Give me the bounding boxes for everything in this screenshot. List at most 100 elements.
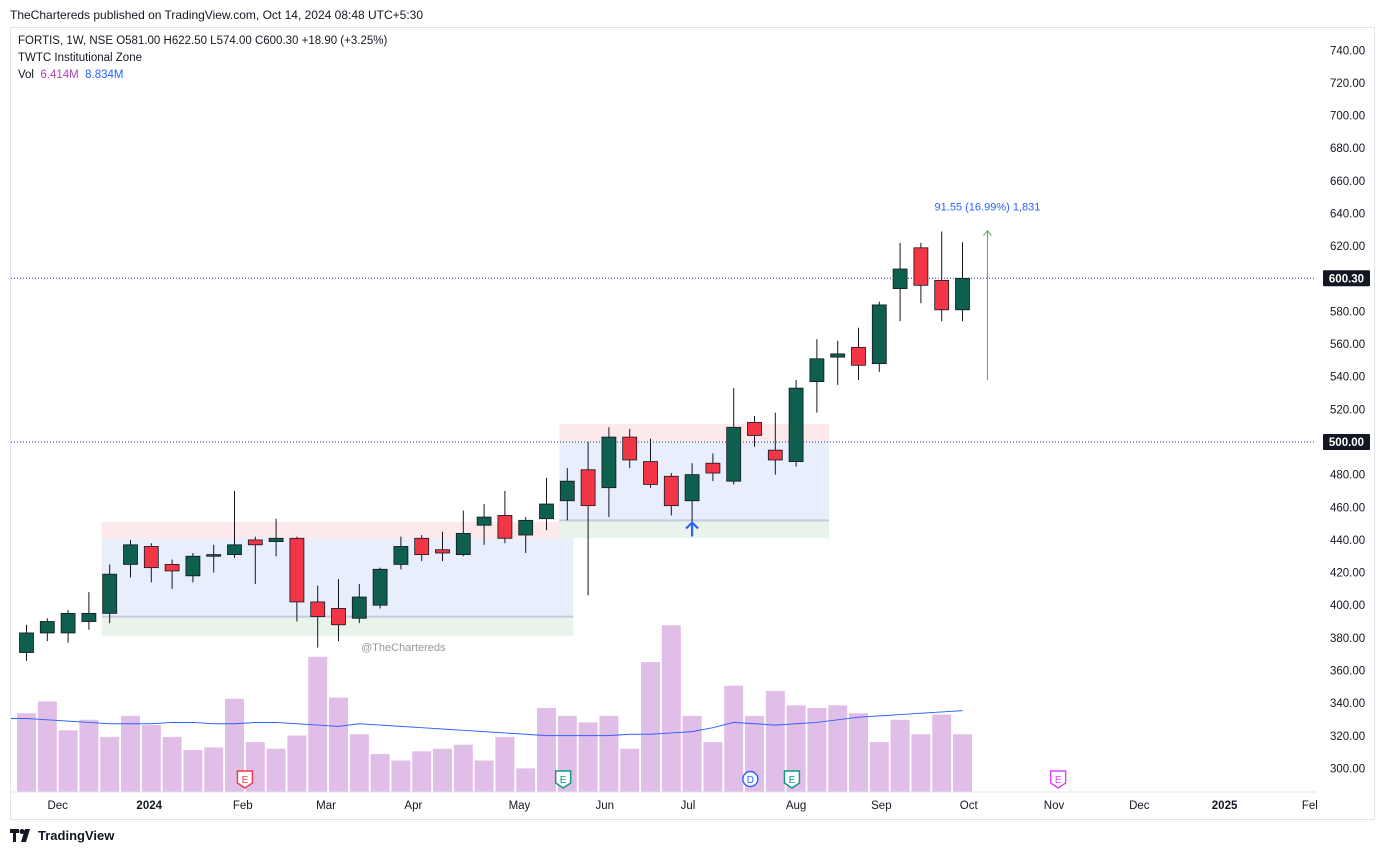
volume-bar: [807, 708, 827, 792]
candle-body: [435, 549, 450, 554]
earnings-icon: [236, 770, 254, 789]
candle-body: [185, 555, 201, 577]
earnings-icon: [554, 770, 572, 789]
volume-bar: [308, 656, 328, 792]
candle-body: [414, 537, 430, 556]
volume-ma: [11, 710, 963, 737]
legend-symbol[interactable]: FORTIS, 1W, NSE O581.00 H622.50 L574.00 …: [18, 35, 388, 47]
volume-bar: [370, 753, 390, 792]
measure-arrowhead: [983, 229, 992, 236]
supply-zone-1: [559, 424, 830, 442]
legend-volume[interactable]: Vol 6.414M 8.834M: [18, 69, 124, 81]
volume-bar: [412, 751, 432, 792]
measure-tool[interactable]: 91.55 (16.99%) 1,831: [935, 202, 1041, 380]
volume-bar: [641, 662, 660, 792]
demand-zone-0: [101, 616, 574, 637]
candle-body: [19, 632, 34, 653]
y-tick-label: 660.00: [1330, 176, 1365, 188]
x-tick-label: Dec: [1129, 800, 1150, 812]
event-marker-e[interactable]: E: [236, 770, 254, 789]
volume-bar: [890, 719, 910, 792]
tradingview-logo-icon: [10, 829, 30, 842]
x-tick-label: Oct: [960, 800, 979, 812]
volume-bar: [661, 625, 681, 792]
candle-body: [310, 601, 326, 618]
candle-body: [851, 346, 866, 366]
x-tick-label: Jun: [595, 800, 614, 812]
volume-bar: [17, 713, 36, 792]
footer-brand-label: TradingView: [38, 828, 115, 843]
volume-bar: [724, 685, 744, 792]
volume-bar: [599, 715, 619, 792]
volume-bar: [620, 748, 640, 792]
volume-bar: [474, 760, 494, 792]
event-letter: E: [1055, 775, 1062, 786]
candle-body: [539, 503, 554, 520]
candle-body: [476, 516, 492, 526]
axes: 300.00 320.00 340.00 360.00 380.00 400.00 420.…: [11, 45, 1370, 812]
volume-bar: [578, 722, 598, 792]
volume-bar: [204, 747, 224, 792]
volume-bar: [932, 714, 952, 792]
candle-body: [206, 554, 222, 557]
footer-brand[interactable]: TradingView: [10, 828, 114, 843]
y-tick-label: 340.00: [1330, 698, 1365, 710]
buy-signal-arrow: [685, 520, 699, 537]
volume-bar: [183, 750, 203, 792]
dividend-icon: [742, 770, 759, 788]
volume-bar: [121, 715, 140, 792]
legend-volume-value: 6.414M: [40, 69, 79, 81]
volume-bars: [17, 625, 972, 792]
watermark: @TheChartereds: [361, 642, 446, 654]
y-tick-label: 540.00: [1330, 372, 1365, 384]
candle-body: [60, 612, 76, 634]
candle-body: [747, 422, 762, 436]
y-tick-label: 560.00: [1330, 339, 1365, 351]
candle-body: [580, 469, 596, 507]
event-marker-e[interactable]: E: [1049, 770, 1067, 789]
y-tick-label: 580.00: [1330, 306, 1365, 318]
candle-body: [497, 515, 513, 539]
candle-body: [809, 358, 825, 383]
candle-body: [81, 612, 97, 622]
candle-body: [372, 568, 388, 606]
candle-body: [331, 608, 346, 626]
candle-body: [39, 621, 55, 634]
candlesticks: [19, 231, 970, 661]
volume-bar: [765, 690, 785, 792]
x-tick-label: May: [509, 800, 531, 812]
volume-bar: [391, 760, 411, 792]
event-letter: E: [560, 775, 567, 786]
event-marker-d[interactable]: D: [742, 770, 759, 788]
candle-body: [143, 546, 159, 569]
x-tick-label: Sep: [871, 800, 891, 812]
legend-indicator[interactable]: TWTC Institutional Zone: [18, 52, 142, 64]
price-tag-label: 600.30: [1329, 273, 1364, 285]
event-letter: E: [789, 775, 796, 786]
earnings-icon: [783, 770, 801, 789]
x-tick-label: Mar: [316, 800, 336, 812]
volume-bar: [162, 736, 182, 792]
candle-body: [871, 304, 887, 365]
candle-body: [788, 387, 804, 462]
volume-bar: [37, 701, 57, 792]
candle-body: [726, 426, 742, 482]
candle-body: [934, 280, 950, 311]
volume-ma-line: [11, 710, 963, 737]
y-tick-label: 300.00: [1330, 763, 1365, 775]
candle-body: [913, 247, 929, 286]
event-marker-e[interactable]: E: [783, 770, 801, 789]
candle-body: [455, 532, 471, 556]
x-tick-label: Nov: [1044, 800, 1065, 812]
volume-bar: [79, 719, 99, 792]
candle-body: [601, 436, 617, 489]
institutional-zones: [101, 424, 830, 637]
legend-volume-label: Vol: [18, 69, 34, 81]
y-tick-label: 680.00: [1330, 143, 1365, 155]
volume-bar: [225, 698, 244, 792]
volume-bar: [349, 734, 369, 792]
event-marker-e[interactable]: E: [554, 770, 572, 789]
volume-bar: [682, 715, 702, 792]
